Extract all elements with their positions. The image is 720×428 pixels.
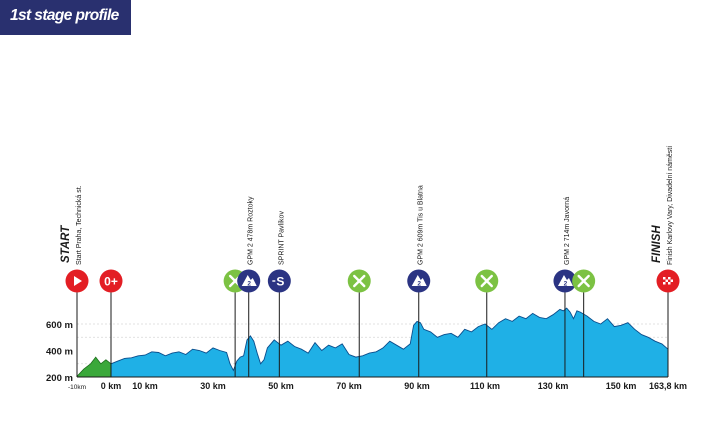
feed-zone-icon — [480, 274, 493, 288]
axes: 200 m 400 m 600 m -10km 0 km 10 km 30 km 50 km 7… — [46, 320, 687, 391]
category-text: 2 — [247, 281, 251, 288]
elevation-line — [110, 307, 669, 372]
y-tick-label: 600 m — [46, 320, 73, 331]
marker-text: 0+ — [104, 275, 118, 289]
waypoint-markers: Start Praha, Technická st. START 0+ 2 GPM 2 … — [60, 146, 680, 377]
waypoint-mountain: 2 GPM 2 478m Roztoky — [237, 196, 261, 377]
checkered-flag-icon — [665, 282, 668, 285]
sprint-text: S — [276, 275, 284, 289]
checkered-flag-icon — [665, 277, 668, 280]
checkered-flag-icon — [668, 282, 671, 285]
x-tick-label: 130 km — [538, 381, 569, 391]
checkered-flag-icon — [663, 279, 666, 282]
x-tick-label: 163,8 km — [649, 381, 687, 391]
profile-area — [76, 307, 669, 377]
waypoint-feed — [347, 269, 371, 377]
checkered-flag-icon — [663, 277, 666, 280]
feed-zone-icon — [353, 274, 366, 288]
waypoint-mountain: 2 GPM 2 609m Tis u Blatna — [407, 185, 431, 377]
waypoint-title: FINISH — [651, 225, 663, 263]
checkered-flag-icon — [668, 277, 671, 280]
play-icon — [74, 276, 82, 286]
x-tick-label: 70 km — [336, 381, 362, 391]
waypoint-label: SPRINT Pavlíkov — [278, 211, 285, 265]
checkered-flag-icon — [670, 279, 673, 282]
waypoint-text: 0+ — [99, 269, 123, 377]
checkered-flag-icon — [668, 279, 671, 282]
waypoint-label: GPM 2 609m Tis u Blatna — [418, 185, 425, 265]
y-tick-label: 400 m — [46, 347, 73, 358]
waypoint-label: GPM 2 714m Javorná — [564, 197, 571, 265]
waypoint-feed — [572, 269, 596, 377]
waypoint-play: Start Praha, Technická st. START — [60, 185, 89, 377]
text-marker-icon — [99, 269, 123, 293]
waypoint-flag: Finish Karlovy Vary, Divadelní náměstí FI… — [651, 146, 680, 377]
x-tick-label: 10 km — [132, 381, 158, 391]
page-title: 1st stage profile — [10, 7, 119, 24]
waypoint-label: Start Praha, Technická st. — [76, 185, 83, 265]
waypoint-label: Finish Karlovy Vary, Divadelní náměstí — [667, 146, 674, 265]
elevation-area — [111, 308, 668, 377]
waypoint-label: GPM 2 478m Roztoky — [248, 196, 255, 265]
x-tick-label: -10km — [68, 384, 86, 391]
title-banner: 1st stage profile — [0, 0, 131, 35]
x-tick-label: 90 km — [404, 381, 430, 391]
x-tick-label: 0 km — [101, 381, 122, 391]
checkered-flag-icon — [670, 282, 673, 285]
prologue-line — [76, 356, 112, 377]
feed-zone-icon — [577, 274, 590, 288]
waypoint-title: START — [60, 225, 72, 263]
prologue-area — [77, 357, 111, 377]
waypoint-sprint: S SPRINT Pavlíkov — [267, 211, 291, 377]
x-tick-label: 110 km — [470, 381, 500, 391]
mountain-icon — [557, 275, 573, 286]
waypoint-mountain: 2 GPM 2 714m Javorná — [553, 197, 577, 377]
mountain-icon — [241, 275, 257, 286]
checkered-flag-icon — [663, 282, 666, 285]
category-text: 2 — [417, 281, 421, 288]
mountain-icon — [411, 275, 427, 286]
checkered-flag-icon — [670, 277, 673, 280]
x-tick-label: 50 km — [268, 381, 294, 391]
x-tick-label: 150 km — [606, 381, 637, 391]
x-tick-label: 30 km — [200, 381, 226, 391]
sprint-marker-icon — [267, 269, 291, 293]
checkered-flag-icon — [665, 279, 668, 282]
category-text: 2 — [564, 281, 568, 288]
waypoint-feed — [475, 269, 499, 377]
y-tick-label: 200 m — [46, 373, 73, 384]
